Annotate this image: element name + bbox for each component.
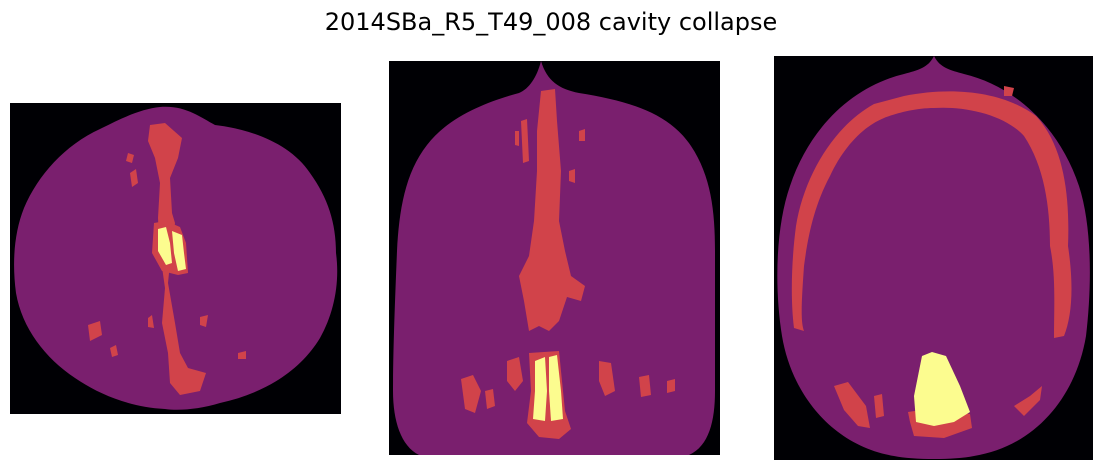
cavity-region xyxy=(519,89,585,331)
figure-title: 2014SBa_R5_T49_008 cavity collapse xyxy=(324,8,778,36)
cavity-region xyxy=(148,123,206,395)
tissue-region xyxy=(777,56,1090,459)
section-image-1 xyxy=(10,103,341,414)
section-image-2 xyxy=(389,61,720,455)
section-image-3 xyxy=(774,56,1093,460)
